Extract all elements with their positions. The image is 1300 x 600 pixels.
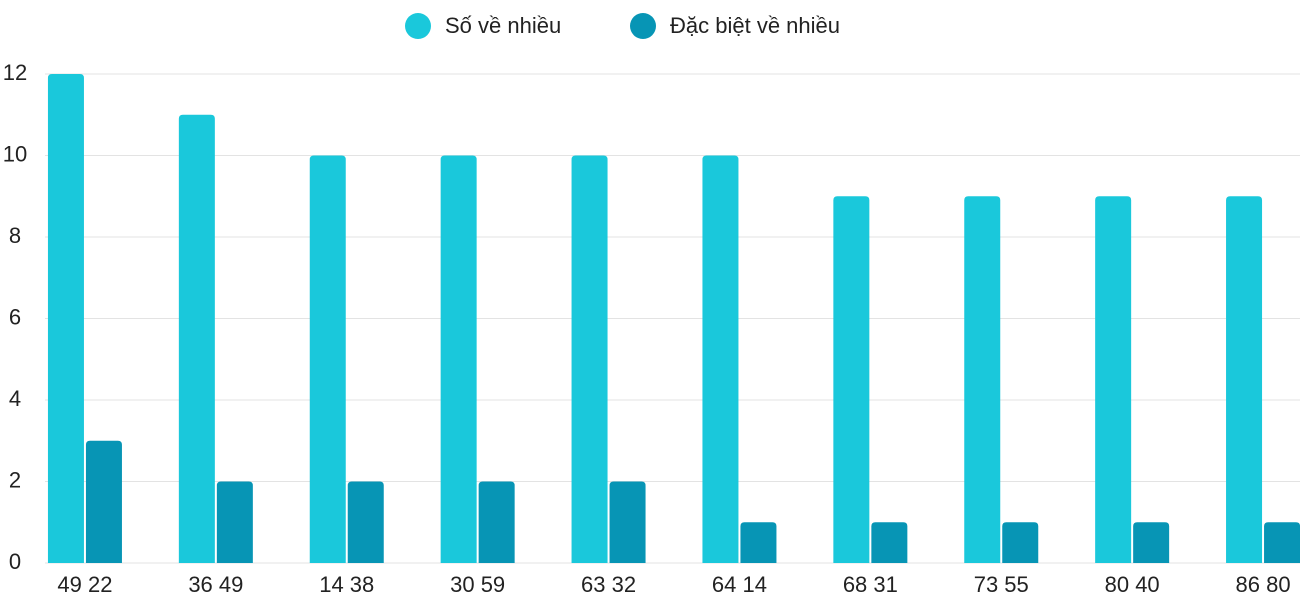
bar (1002, 522, 1039, 563)
bar (609, 481, 646, 563)
bar (1133, 522, 1170, 563)
x-tick-label: 73 55 (974, 572, 1029, 597)
y-tick-label: 0 (9, 549, 21, 574)
legend-marker (630, 13, 656, 39)
bar (702, 155, 739, 563)
bar (964, 196, 1001, 563)
bar (347, 481, 384, 563)
bar (740, 522, 777, 563)
bar (1095, 196, 1132, 563)
bar (478, 481, 515, 563)
bar (216, 481, 253, 563)
x-tick-label: 68 31 (843, 572, 898, 597)
x-tick-label: 80 40 (1105, 572, 1160, 597)
bar (440, 155, 477, 563)
x-tick-label: 86 80 (1236, 572, 1291, 597)
y-tick-label: 6 (9, 304, 21, 329)
bar (309, 155, 346, 563)
x-tick-label: 36 49 (188, 572, 243, 597)
x-tick-label: 30 59 (450, 572, 505, 597)
bar (871, 522, 908, 563)
bar (85, 440, 122, 563)
legend-marker (405, 13, 431, 39)
bar (571, 155, 608, 563)
y-tick-label: 4 (9, 386, 21, 411)
legend-label: Số về nhiều (445, 13, 561, 38)
y-tick-label: 8 (9, 223, 21, 248)
bar (47, 74, 84, 563)
x-tick-label: 64 14 (712, 572, 767, 597)
bar (1226, 196, 1263, 563)
y-tick-label: 10 (3, 141, 27, 166)
y-tick-label: 2 (9, 467, 21, 492)
bar (178, 114, 215, 563)
x-tick-label: 63 32 (581, 572, 636, 597)
bar (1264, 522, 1300, 563)
bar (833, 196, 870, 563)
y-tick-label: 12 (3, 60, 27, 85)
x-tick-label: 14 38 (319, 572, 374, 597)
legend-label: Đặc biệt về nhiều (670, 13, 840, 38)
x-tick-label: 49 22 (57, 572, 112, 597)
